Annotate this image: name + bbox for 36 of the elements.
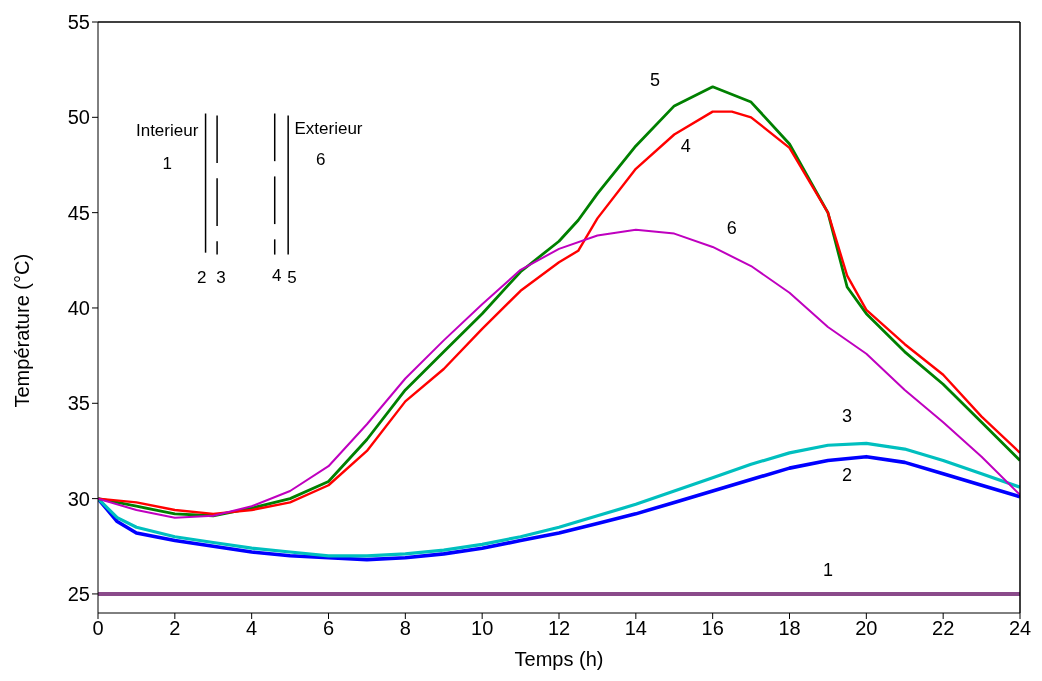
x-tick-label: 4 xyxy=(246,617,258,640)
annotation: 5 xyxy=(287,268,297,288)
x-axis-title: Temps (h) xyxy=(514,648,604,670)
x-tick-label: 24 xyxy=(1008,617,1032,640)
x-tick-label: 6 xyxy=(322,617,335,640)
x-tick-label: 12 xyxy=(547,617,571,640)
x-tick-label: 8 xyxy=(399,617,411,640)
series-label: 5 xyxy=(650,69,661,90)
annotation: 6 xyxy=(316,149,326,169)
annotation: 3 xyxy=(216,268,226,288)
y-tick-label: 30 xyxy=(67,487,90,510)
y-tick-label: 35 xyxy=(67,392,90,415)
y-axis-title: Température (°C) xyxy=(11,253,34,408)
y-tick-label: 45 xyxy=(67,201,90,224)
x-tick-label: 18 xyxy=(778,617,801,640)
annotation: Exterieur xyxy=(294,119,363,139)
x-tick-label: 10 xyxy=(471,617,494,640)
annotation: 1 xyxy=(162,153,172,173)
x-tick-label: 0 xyxy=(92,617,104,640)
series-label: 1 xyxy=(822,559,833,580)
annotation: Interieur xyxy=(135,121,199,141)
series-label: 2 xyxy=(842,464,853,485)
y-tick-label: 40 xyxy=(67,297,90,320)
x-tick-label: 22 xyxy=(932,617,955,640)
series-label: 4 xyxy=(680,135,691,156)
y-tick-label: 50 xyxy=(67,106,90,129)
y-tick-label: 55 xyxy=(67,11,90,34)
x-tick-label: 14 xyxy=(624,617,647,640)
series-label: 6 xyxy=(726,218,737,239)
y-tick-label: 25 xyxy=(67,583,90,606)
series-label: 3 xyxy=(842,406,853,427)
x-tick-label: 20 xyxy=(855,617,878,640)
x-tick-label: 16 xyxy=(701,617,724,640)
annotation: 4 xyxy=(271,266,282,286)
x-tick-label: 2 xyxy=(169,617,181,640)
annotation: 2 xyxy=(196,268,207,288)
